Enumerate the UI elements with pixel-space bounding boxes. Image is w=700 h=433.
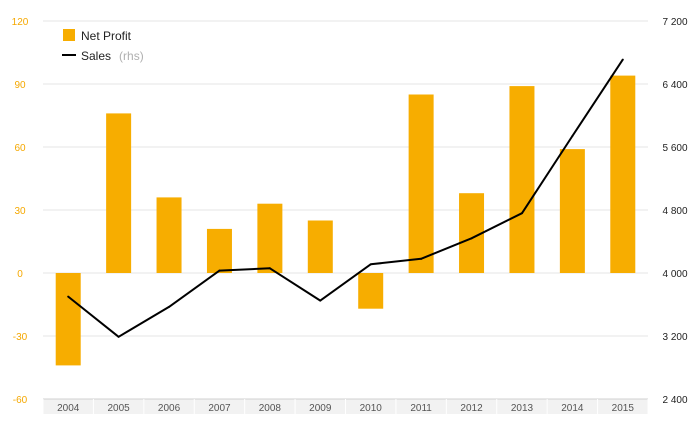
y-left-tick-label: 90: [14, 80, 26, 91]
bar-net-profit-2005: [106, 113, 132, 274]
legend-label-net-profit: Net Profit: [81, 29, 132, 43]
y-left-tick-label: 60: [14, 143, 26, 154]
legend-swatch-net-profit: [63, 29, 75, 41]
y-axis-right: 2 400 3 200 4 000 4 800 5 600 6 400 7 200: [662, 17, 687, 406]
y-right-tick-label: 4 000: [662, 269, 687, 280]
point-sales-2008: [268, 267, 271, 270]
x-tick-label: 2005: [108, 403, 131, 414]
y-left-tick-label: 30: [14, 206, 26, 217]
y-left-tick-label: 120: [12, 17, 29, 28]
gridlines: [43, 20, 648, 337]
x-axis: 2004 2005 2006 2007 2008 2009 2010 2011 2012 2013…: [42, 398, 649, 414]
point-sales-2012: [470, 237, 473, 240]
x-tick-label: 2012: [460, 403, 483, 414]
bar-net-profit-2011: [408, 94, 434, 273]
point-sales-2005: [117, 335, 120, 338]
line-sales: [67, 59, 624, 338]
x-tick-label: 2014: [561, 403, 584, 414]
point-sales-2010: [369, 263, 372, 266]
x-tick-label: 2013: [511, 403, 534, 414]
x-tick-label: 2006: [158, 403, 181, 414]
y-right-tick-label: 6 400: [662, 80, 687, 91]
point-sales-2013: [520, 212, 523, 215]
legend-label-sales-name: Sales: [81, 49, 111, 63]
point-sales-2015: [621, 58, 624, 61]
x-tick-label: 2011: [410, 403, 432, 414]
y-right-tick-label: 3 200: [662, 332, 687, 343]
legend-label-sales: Sales (rhs): [81, 47, 144, 64]
y-right-tick-label: 4 800: [662, 206, 687, 217]
legend-label-sales-note: (rhs): [119, 49, 144, 63]
legend: Net Profit Sales (rhs): [62, 29, 144, 64]
y-right-tick-label: 5 600: [662, 143, 687, 154]
bar-net-profit-2013: [509, 86, 535, 273]
point-sales-2004: [67, 295, 70, 298]
x-tick-label: 2007: [208, 403, 231, 414]
bar-net-profit-2007: [206, 228, 232, 273]
point-sales-2009: [319, 299, 322, 302]
y-right-tick-label: 7 200: [662, 17, 687, 28]
x-tick-label: 2008: [259, 403, 282, 414]
y-left-tick-label: -60: [13, 395, 28, 406]
line-series: [67, 58, 624, 338]
x-tick-label: 2004: [57, 403, 80, 414]
x-tick-label: 2015: [612, 403, 635, 414]
bar-net-profit-2004: [55, 273, 81, 366]
y-left-tick-label: 0: [17, 269, 23, 280]
bar-net-profit-2015: [610, 75, 636, 273]
point-sales-2006: [168, 305, 171, 308]
bar-net-profit-2006: [156, 197, 182, 273]
y-axis-left: -60 -30 0 30 60 90 120: [12, 17, 29, 406]
bar-series: [55, 75, 636, 366]
y-right-tick-label: 2 400: [662, 395, 687, 406]
point-sales-2011: [420, 257, 423, 260]
y-left-tick-label: -30: [13, 332, 28, 343]
bar-net-profit-2010: [358, 273, 384, 309]
x-tick-label: 2010: [360, 403, 383, 414]
point-sales-2014: [571, 134, 574, 137]
bar-net-profit-2014: [559, 149, 585, 273]
point-sales-2007: [218, 269, 221, 272]
bar-net-profit-2009: [307, 220, 333, 273]
bar-net-profit-2008: [257, 203, 283, 273]
x-tick-label: 2009: [309, 403, 332, 414]
